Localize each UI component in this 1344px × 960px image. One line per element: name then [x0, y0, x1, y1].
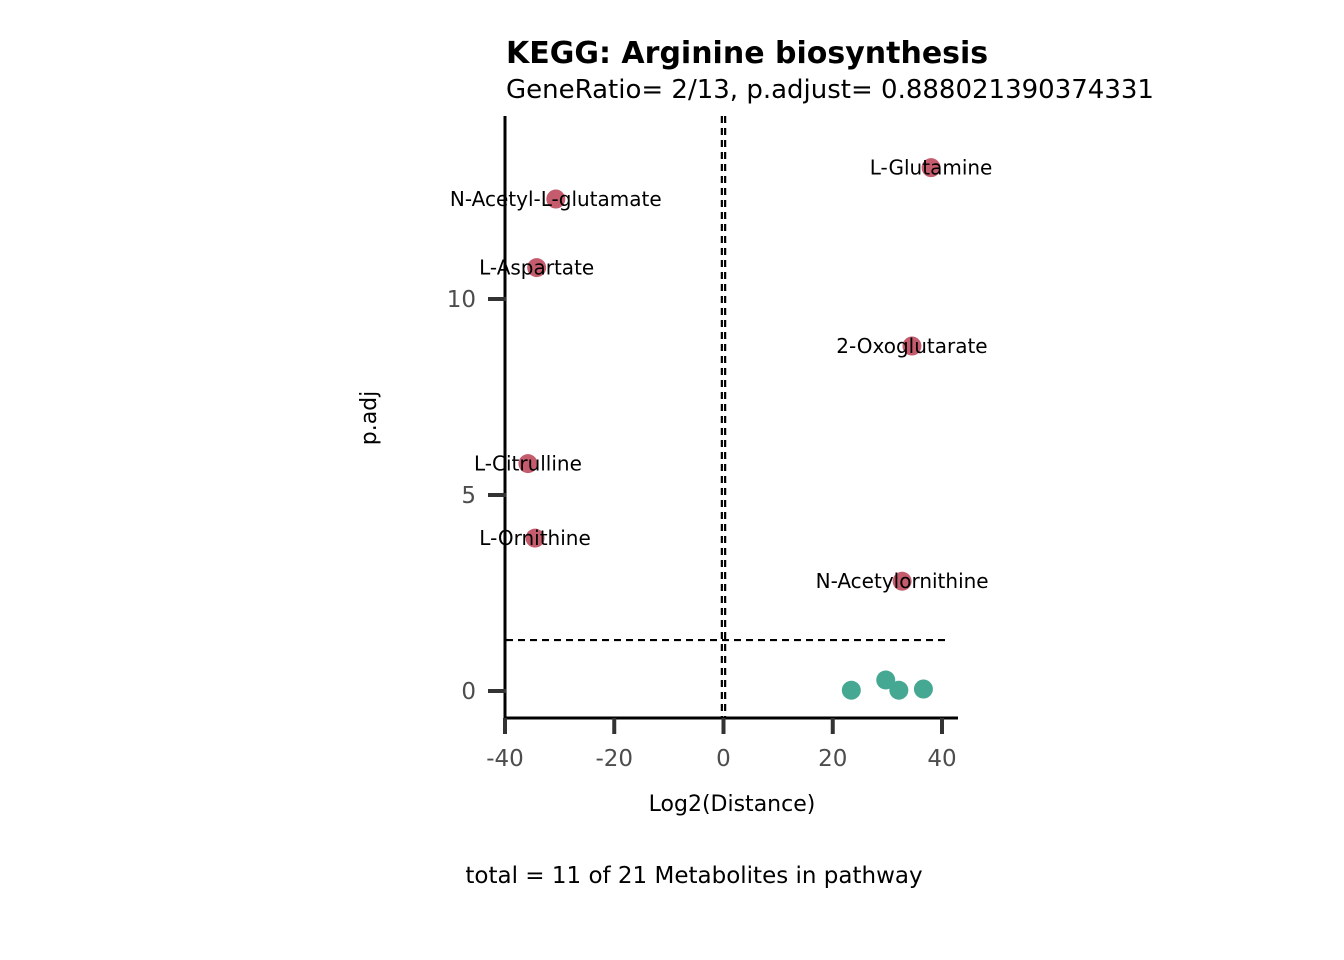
- x-tick-label: -40: [486, 746, 524, 772]
- data-point: [518, 454, 538, 474]
- data-point: [841, 680, 861, 700]
- y-tick-label: 5: [461, 483, 476, 509]
- point-label: N-Acetylornithine: [816, 569, 989, 593]
- x-tick-label: 0: [716, 746, 731, 772]
- chart-subtitle: GeneRatio= 2/13, p.adjust= 0.88802139037…: [506, 75, 1154, 105]
- data-point: [527, 258, 547, 278]
- data-point: [892, 571, 912, 591]
- point-label: 2-Oxoglutarate: [836, 334, 987, 358]
- caption: total = 11 of 21 Metabolites in pathway: [465, 863, 922, 889]
- y-tick-label: 0: [461, 679, 476, 705]
- point-label: L-Glutamine: [870, 156, 993, 180]
- data-point: [525, 528, 545, 548]
- point-labels: L-Glutamine N-Acetyl-L-glutamate L-Asparta…: [450, 156, 992, 594]
- point-label: L-Citrulline: [474, 452, 582, 476]
- data-point: [876, 670, 896, 690]
- x-tick-label: 40: [927, 746, 956, 772]
- x-tick-label: 20: [818, 746, 847, 772]
- chart-title: KEGG: Arginine biosynthesis: [506, 36, 988, 71]
- data-point: [913, 679, 933, 699]
- y-tick-label: 10: [447, 287, 476, 313]
- x-tick-label: -20: [595, 746, 633, 772]
- point-label: L-Aspartate: [479, 256, 594, 280]
- data-point: [546, 189, 566, 209]
- x-axis-title: Log2(Distance): [649, 792, 816, 817]
- data-point: [921, 158, 941, 178]
- data-point: [902, 336, 922, 356]
- point-label: N-Acetyl-L-glutamate: [450, 187, 662, 211]
- y-axis-title: p.adj: [357, 391, 382, 446]
- threshold-lines: [506, 116, 950, 718]
- axes: -40 -20 0 20 40 0 5 10: [447, 116, 958, 772]
- point-label: L-Ornithine: [479, 526, 590, 550]
- data-points: [518, 158, 941, 700]
- data-point: [889, 680, 909, 700]
